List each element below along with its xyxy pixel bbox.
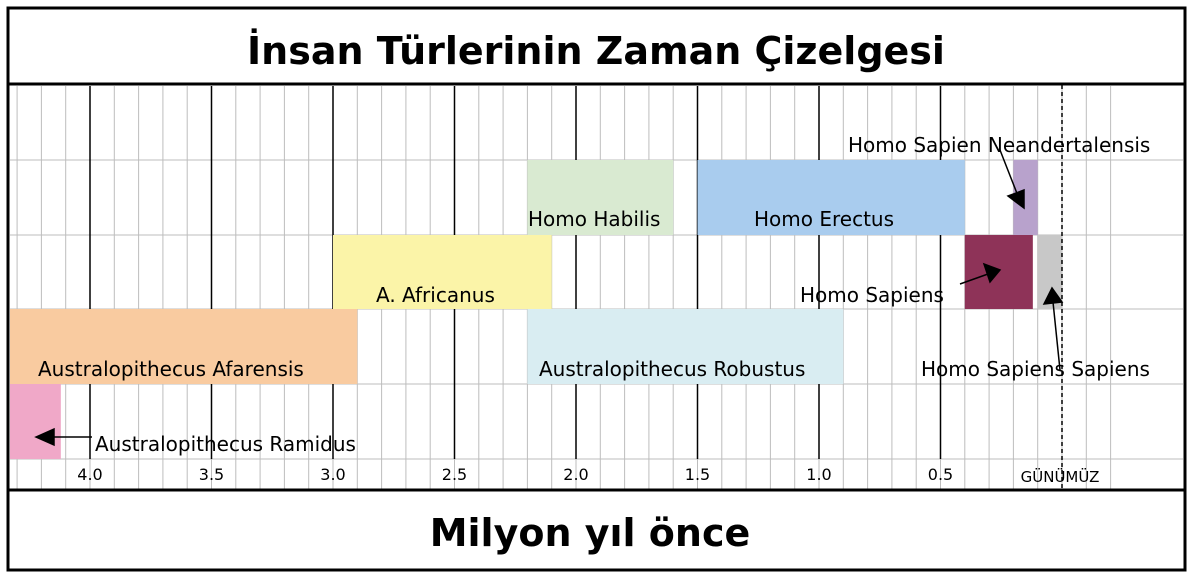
arrows xyxy=(34,149,1064,447)
tick-label: 4.0 xyxy=(77,465,102,484)
tick-label: 0.5 xyxy=(928,465,953,484)
arrowhead-neandertalensis xyxy=(1006,188,1025,210)
bar-homo-habilis xyxy=(527,160,674,235)
label-homo-sapiens: Homo Sapiens xyxy=(800,283,944,307)
bar-homo-erectus xyxy=(697,160,965,235)
arrow-neandertalensis xyxy=(999,149,1019,197)
tick-label: 3.5 xyxy=(199,465,224,484)
label-australopithecus-ramidus: Australopithecus Ramidus xyxy=(95,432,356,456)
title-band xyxy=(8,8,1185,84)
label-homo-sapiens-sapiens: Homo Sapiens Sapiens xyxy=(921,357,1150,381)
tick-label: 1.5 xyxy=(685,465,710,484)
tick-label: 3.0 xyxy=(320,465,345,484)
tick-label: 2.5 xyxy=(442,465,467,484)
arrowhead-sapiens xyxy=(982,262,1002,284)
label-australopithecus-robustus: Australopithecus Robustus xyxy=(539,357,805,381)
species-labels: Australopithecus Ramidus Australopithecu… xyxy=(38,133,1150,456)
label-australopithecus-afarensis: Australopithecus Afarensis xyxy=(38,357,304,381)
label-a-africanus: A. Africanus xyxy=(376,283,495,307)
bar-australopithecus-ramidus xyxy=(10,384,61,459)
arrow-sapiens xyxy=(959,273,989,285)
bar-australopithecus-afarensis xyxy=(10,309,358,384)
chart-title: İnsan Türlerinin Zaman Çizelgesi xyxy=(247,29,945,73)
tick-labels: 4.0 3.5 3.0 2.5 2.0 1.5 1.0 0.5 GÜNÜMÜZ xyxy=(77,465,1099,486)
tick-label: 1.0 xyxy=(806,465,831,484)
bar-australopithecus-robustus xyxy=(527,309,844,384)
axis-title: Milyon yıl önce xyxy=(430,511,751,555)
arrowhead-sapiens-sapiens xyxy=(1042,286,1064,305)
species-bars xyxy=(10,160,1062,459)
label-homo-habilis: Homo Habilis xyxy=(528,207,660,231)
outer-frame xyxy=(6,6,1187,572)
arrowhead-ramidus xyxy=(34,427,55,447)
label-homo-sapien-neandertalensis: Homo Sapien Neandertalensis xyxy=(848,133,1150,157)
label-homo-erectus: Homo Erectus xyxy=(754,207,894,231)
arrow-sapiens-sapiens xyxy=(1052,301,1061,371)
footer-band xyxy=(8,490,1185,570)
bar-a-africanus xyxy=(333,235,552,309)
grid xyxy=(10,86,1183,489)
today-label: GÜNÜMÜZ xyxy=(1021,467,1100,486)
tick-label: 2.0 xyxy=(563,465,588,484)
